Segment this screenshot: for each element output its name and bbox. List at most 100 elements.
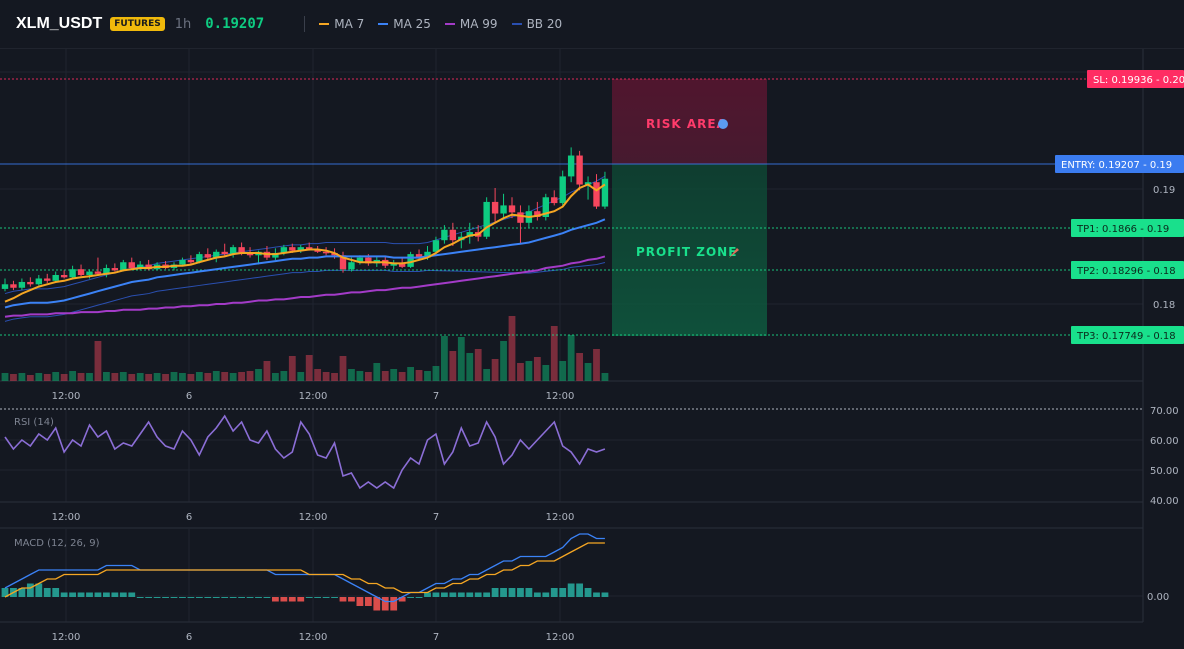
candle-body <box>322 251 330 254</box>
candle-body <box>187 259 195 263</box>
shield-icon <box>718 119 728 129</box>
volume-bar <box>103 372 110 381</box>
macd-histogram-bar <box>179 597 186 598</box>
candle-body <box>145 264 152 270</box>
candle-body <box>415 254 423 258</box>
rsi-pane: RSI (14) 70.00 60.00 50.00 40.00 <box>4 406 1179 507</box>
macd-histogram-bar <box>94 592 102 597</box>
candle-body <box>424 251 431 258</box>
legend-ma25[interactable]: MA 25 <box>378 17 431 31</box>
symbol-name[interactable]: XLM_USDT <box>16 15 103 32</box>
volume-bar <box>550 326 558 381</box>
macd-histogram-bar <box>52 588 60 597</box>
macd-histogram-bar <box>77 592 85 597</box>
ma99-line <box>4 255 606 318</box>
macd-histogram-bar <box>517 588 524 597</box>
legend-ma99[interactable]: MA 99 <box>444 17 498 31</box>
macd-histogram-bar <box>474 592 482 597</box>
macd-histogram-bar <box>542 592 550 597</box>
volume-bar <box>119 372 127 381</box>
candle-body <box>111 268 119 271</box>
candle-body <box>60 275 68 278</box>
candle-body <box>238 247 245 253</box>
volume-bar <box>491 359 499 381</box>
volume-bar <box>525 361 533 381</box>
time-label: 7 <box>433 632 439 643</box>
time-label: 12:00 <box>546 391 575 402</box>
volume-bar <box>322 372 330 381</box>
macd-histogram-bar <box>356 597 364 606</box>
time-label: 12:00 <box>299 391 328 402</box>
candle-body <box>339 255 347 270</box>
volume-bar <box>584 363 592 381</box>
macd-histogram-bar <box>119 592 127 597</box>
macd-histogram-bar <box>348 597 355 602</box>
moving-averages <box>4 183 606 318</box>
macd-histogram-bar <box>424 592 431 597</box>
bb20-label: BB 20 <box>526 17 563 31</box>
tp3-tag <box>1071 326 1184 344</box>
legend-bb20[interactable]: BB 20 <box>511 17 563 31</box>
time-label: 12:00 <box>299 632 328 643</box>
candle-body <box>137 264 144 269</box>
rsi-line <box>4 414 606 490</box>
macd-histogram-bar <box>364 597 372 606</box>
volume-bar <box>187 374 195 381</box>
macd-histogram-bar <box>1 588 9 597</box>
volume-bar <box>1 373 9 381</box>
volume-bar <box>43 374 51 381</box>
candle-body <box>120 262 127 271</box>
macd-histogram-bar <box>550 588 558 597</box>
last-price: 0.19207 <box>205 16 265 32</box>
candle-body <box>432 240 440 252</box>
price-tick: 0.18 <box>1153 300 1175 311</box>
macd-histogram-bar <box>238 597 245 598</box>
volume-bar <box>533 357 541 381</box>
candle-body <box>500 205 507 214</box>
macd-histogram-bar <box>145 597 153 598</box>
sl-tag <box>1087 70 1184 88</box>
candle-body <box>398 263 406 267</box>
timeframe-label[interactable]: 1h <box>174 16 192 32</box>
volume-bar <box>26 375 34 381</box>
candle-body <box>466 232 473 237</box>
price-levels <box>0 78 1143 336</box>
volume-bar <box>288 356 296 381</box>
time-label: 12:00 <box>546 632 575 643</box>
macd-histogram-bar <box>331 597 338 598</box>
macd-histogram-bar <box>500 588 507 597</box>
volume-bar <box>162 374 169 381</box>
level-tags: SL: 0.19936 - 0.20 ENTRY: 0.19207 - 0.19 T… <box>1055 70 1184 344</box>
price-tick: 0.19 <box>1153 185 1175 196</box>
entry-tag <box>1055 155 1184 173</box>
macd-histogram-bar <box>229 597 237 598</box>
macd-histogram-bar <box>398 597 406 602</box>
candle-body <box>246 252 254 256</box>
candle-body <box>483 201 490 237</box>
macd-histogram-bar <box>584 588 592 597</box>
volume-bar <box>52 372 60 381</box>
candle-body <box>491 201 499 214</box>
entry-tag-label: ENTRY: 0.19207 - 0.19 <box>1061 160 1172 171</box>
candle-body <box>517 212 524 223</box>
macd-histogram-bar <box>288 597 296 602</box>
volume-bar <box>212 371 220 381</box>
macd-histogram-bar <box>508 588 516 597</box>
candle-body <box>94 271 102 274</box>
time-label: 7 <box>433 512 439 523</box>
rocket-icon <box>729 248 739 258</box>
legend-ma7[interactable]: MA 7 <box>319 17 364 31</box>
volume-bar <box>263 361 271 381</box>
macd-histogram-bar <box>483 592 491 597</box>
macd-histogram-bar <box>576 583 583 597</box>
volume-bar <box>593 349 600 381</box>
time-label: 6 <box>186 632 192 643</box>
volume-bar <box>179 373 186 381</box>
macd-histogram-bar <box>187 597 195 598</box>
trade-zones: RISK AREA PROFIT ZONE <box>612 79 767 336</box>
volume-bar <box>69 371 76 381</box>
candle-body <box>542 197 549 217</box>
time-label: 7 <box>433 391 439 402</box>
candle-body <box>69 269 76 278</box>
